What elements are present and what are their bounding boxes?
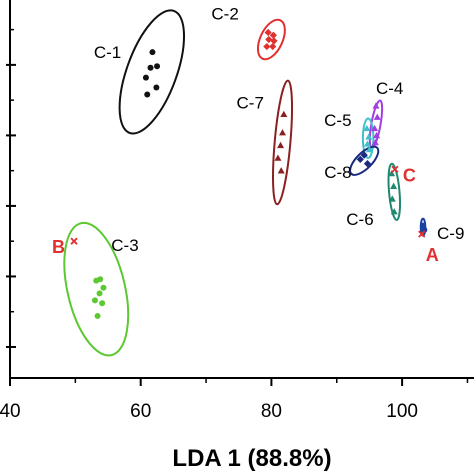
data-point	[279, 129, 287, 136]
data-point	[371, 124, 379, 132]
data-point	[269, 42, 277, 51]
data-point	[390, 208, 398, 215]
data-point	[144, 91, 151, 98]
cluster-ellipse-c-7	[272, 79, 294, 206]
cluster-ellipses	[63, 9, 427, 357]
cluster-ellipse-c-2	[256, 18, 286, 61]
x-tick-label: 80	[261, 401, 282, 422]
data-point	[142, 74, 149, 81]
data-point	[388, 195, 396, 202]
data-point	[363, 124, 371, 132]
data-point	[153, 84, 160, 91]
axes: 40 60 80 100	[0, 0, 474, 422]
data-point	[421, 226, 428, 233]
cluster-label-c-4: C-4	[376, 79, 403, 98]
data-point	[363, 140, 371, 147]
cluster-label-c-3: C-3	[111, 236, 138, 255]
data-point	[363, 160, 372, 168]
unknown-label-b: B	[52, 237, 65, 257]
data-point	[154, 63, 161, 70]
data-points	[70, 28, 428, 319]
data-point	[149, 49, 156, 56]
data-point	[365, 146, 373, 153]
cluster-ellipse-c-6	[387, 162, 402, 221]
data-point	[269, 31, 277, 39]
unknown-label-c: C	[403, 165, 416, 185]
data-point	[270, 37, 278, 45]
data-point	[373, 113, 381, 120]
unknown-sample-point	[418, 230, 426, 238]
cluster-ellipse-c-8	[349, 145, 380, 176]
cluster-ellipse-c-1	[118, 9, 186, 135]
data-point	[360, 151, 368, 159]
unknown-sample-point	[391, 165, 399, 173]
data-point	[99, 300, 106, 307]
data-point	[356, 155, 364, 163]
cluster-labels: C-1 C-2 C-3 C-4 C-5 C-6 C-7 C-8 C-9 A B C	[52, 4, 464, 265]
data-point	[372, 102, 380, 109]
data-point	[147, 64, 154, 71]
unknown-sample-point	[70, 237, 78, 245]
cluster-label-c-1: C-1	[94, 43, 121, 62]
cluster-ellipse-c-3	[63, 221, 130, 357]
data-point	[265, 35, 273, 44]
cluster-label-c-2: C-2	[211, 4, 238, 23]
data-point	[277, 167, 285, 174]
x-axis-label: LDA 1 (88.8%)	[172, 445, 331, 472]
x-tick-label: 100	[386, 401, 418, 422]
data-point	[390, 182, 398, 189]
data-point	[280, 110, 288, 118]
data-point	[264, 28, 272, 37]
x-tick-label: 40	[0, 401, 21, 422]
data-point	[373, 131, 381, 139]
data-point	[100, 284, 107, 291]
data-point	[365, 133, 373, 140]
cluster-label-c-7: C-7	[237, 93, 264, 112]
cluster-label-c-5: C-5	[324, 111, 351, 130]
cluster-label-c-6: C-6	[346, 210, 373, 229]
data-point	[94, 312, 101, 319]
data-point	[277, 141, 285, 149]
cluster-label-c-8: C-8	[324, 163, 351, 182]
data-point	[388, 169, 396, 177]
cluster-label-c-9: C-9	[437, 224, 464, 243]
data-point	[263, 42, 271, 51]
data-point	[274, 154, 282, 161]
x-tick-label: 60	[130, 401, 151, 422]
data-point	[96, 290, 103, 297]
data-point	[93, 277, 100, 284]
cluster-ellipse-c-5	[361, 117, 375, 159]
data-point	[91, 297, 98, 304]
unknown-label-a: A	[426, 245, 439, 265]
data-point	[371, 138, 379, 146]
